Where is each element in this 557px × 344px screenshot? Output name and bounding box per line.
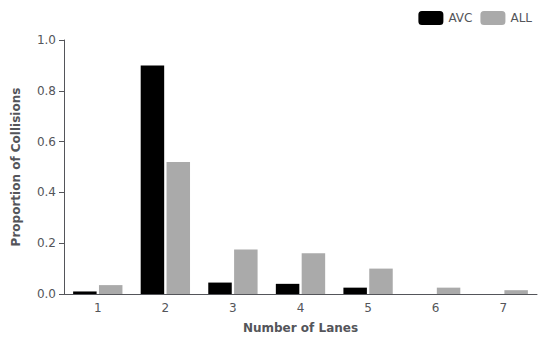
- svg-text:3: 3: [229, 301, 237, 315]
- svg-text:Proportion of Collisions: Proportion of Collisions: [9, 88, 23, 247]
- svg-text:5: 5: [364, 301, 372, 315]
- svg-text:0.6: 0.6: [37, 135, 56, 149]
- svg-text:Number of Lanes: Number of Lanes: [243, 321, 358, 335]
- svg-text:6: 6: [432, 301, 440, 315]
- svg-text:AVC: AVC: [448, 11, 472, 25]
- svg-text:1: 1: [94, 301, 102, 315]
- svg-text:2: 2: [162, 301, 170, 315]
- svg-text:0.4: 0.4: [37, 185, 56, 199]
- svg-text:7: 7: [499, 301, 507, 315]
- svg-text:4: 4: [297, 301, 305, 315]
- svg-text:0.0: 0.0: [37, 287, 56, 301]
- svg-text:ALL: ALL: [510, 11, 532, 25]
- svg-text:1.0: 1.0: [37, 33, 56, 47]
- svg-text:0.2: 0.2: [37, 236, 56, 250]
- svg-text:0.8: 0.8: [37, 84, 56, 98]
